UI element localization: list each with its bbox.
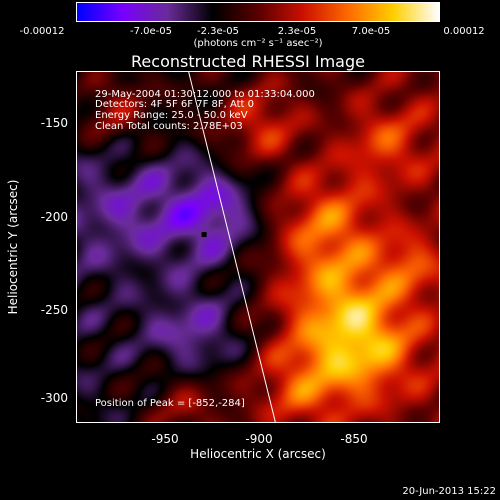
info-clean-counts: Clean Total counts: 2.78E+03 bbox=[95, 121, 243, 132]
colorbar bbox=[76, 2, 440, 22]
colorbar-tick-label: 2.3e-05 bbox=[277, 26, 317, 37]
y-tick-label: -200 bbox=[40, 210, 68, 224]
info-detectors: Detectors: 4F 5F 6F 7F 8F, Att 0 bbox=[95, 99, 255, 110]
colorbar-tick-label: -7.0e-05 bbox=[130, 26, 172, 37]
y-axis-label: Heliocentric Y (arcsec) bbox=[6, 179, 20, 315]
footer-date: 20-Jun-2013 15:22 bbox=[402, 486, 496, 497]
y-tick-label: -150 bbox=[40, 116, 68, 130]
rhessi-image bbox=[77, 72, 439, 422]
colorbar-tick-label: 0.00012 bbox=[443, 26, 485, 37]
colorbar-tick-label: -2.3e-05 bbox=[197, 26, 239, 37]
y-tick-label: -300 bbox=[40, 391, 68, 405]
colorbar-tick-label: -0.00012 bbox=[19, 26, 65, 37]
colorbar-units: (photons cm⁻² s⁻¹ asec⁻²) bbox=[193, 38, 323, 49]
solar-limb-line bbox=[188, 72, 276, 422]
x-tick-label: -850 bbox=[340, 432, 368, 446]
plot-area: 29-May-2004 01:30:12.000 to 01:33:04.000… bbox=[76, 71, 440, 423]
info-energy-range: Energy Range: 25.0 - 50.0 keV bbox=[95, 110, 248, 121]
plot-title: Reconstructed RHESSI Image bbox=[131, 52, 365, 71]
x-axis-label: Heliocentric X (arcsec) bbox=[190, 447, 326, 461]
position-marker bbox=[201, 232, 207, 238]
x-tick-label: -900 bbox=[245, 432, 273, 446]
info-peak-position: Position of Peak = [-852,-284] bbox=[95, 398, 245, 409]
colorbar-tick-label: 7.0e-05 bbox=[351, 26, 391, 37]
info-time-range: 29-May-2004 01:30:12.000 to 01:33:04.000 bbox=[95, 89, 315, 100]
x-tick-label: -950 bbox=[151, 432, 179, 446]
y-tick-label: -250 bbox=[40, 303, 68, 317]
plot-overlay bbox=[188, 72, 276, 422]
